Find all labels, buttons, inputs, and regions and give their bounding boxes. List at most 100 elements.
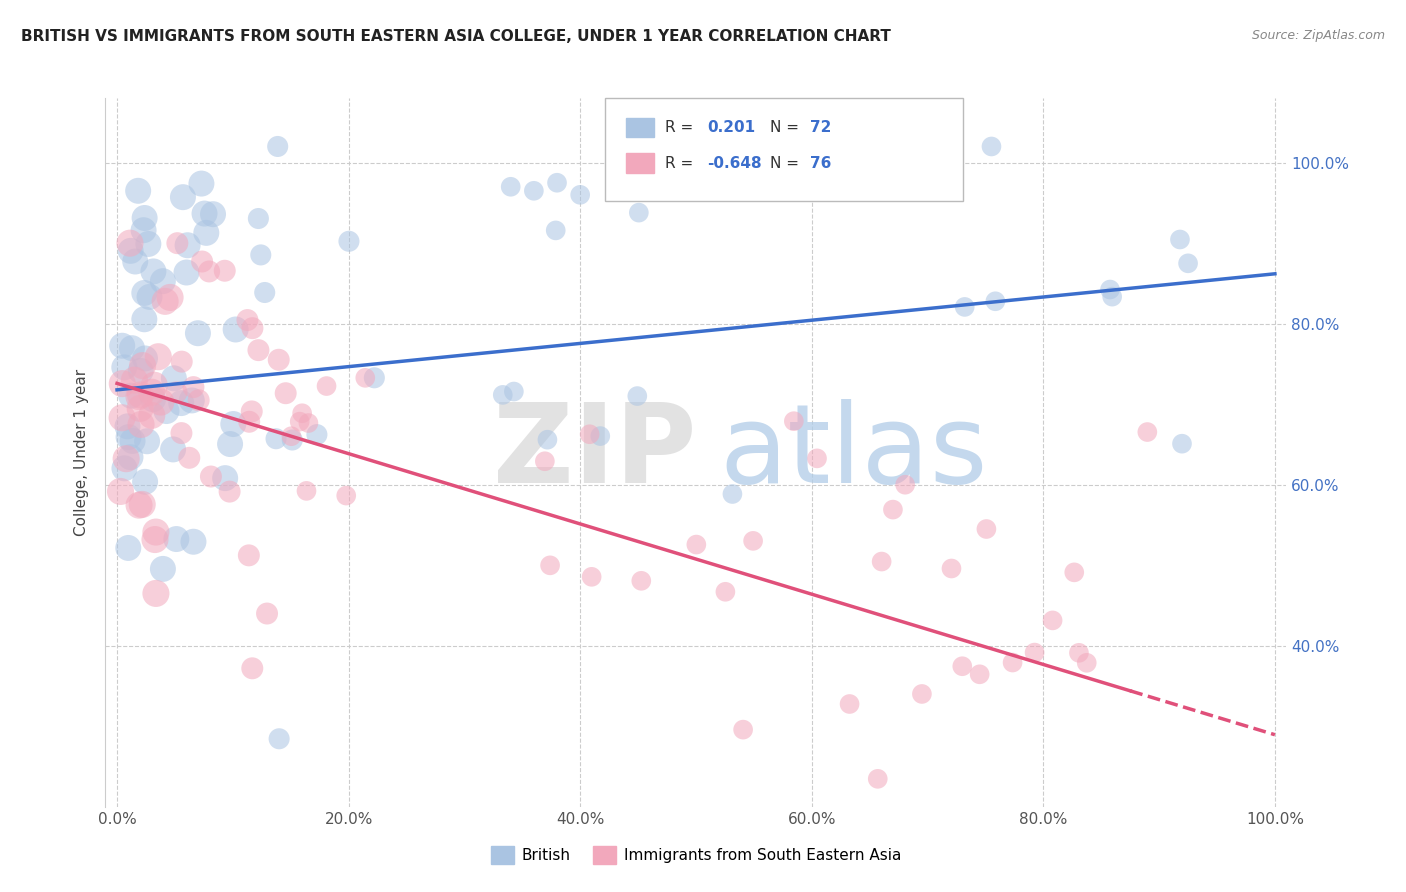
Point: [134, 211, 156, 225]
Point: [305, 427, 328, 442]
Point: [578, 427, 600, 442]
Point: [806, 451, 828, 466]
Point: [499, 179, 522, 194]
Point: [148, 350, 170, 364]
Point: [202, 207, 225, 221]
Point: [630, 574, 652, 588]
Point: [249, 248, 271, 262]
Point: [200, 469, 222, 483]
Text: atlas: atlas: [720, 400, 988, 506]
Point: [538, 558, 561, 573]
Point: [953, 300, 976, 314]
Point: [1177, 256, 1199, 270]
Point: [894, 477, 917, 491]
Point: [120, 244, 142, 258]
Point: [124, 254, 146, 268]
Point: [170, 426, 193, 441]
Point: [183, 380, 205, 394]
Point: [121, 434, 143, 448]
Point: [581, 570, 603, 584]
Point: [589, 429, 612, 443]
Legend: British, Immigrants from South Eastern Asia: British, Immigrants from South Eastern A…: [485, 839, 907, 871]
Point: [492, 388, 515, 402]
Point: [187, 393, 209, 408]
Point: [253, 285, 276, 300]
Point: [131, 359, 153, 373]
Text: BRITISH VS IMMIGRANTS FROM SOUTH EASTERN ASIA COLLEGE, UNDER 1 YEAR CORRELATION : BRITISH VS IMMIGRANTS FROM SOUTH EASTERN…: [21, 29, 891, 44]
Text: 0.201: 0.201: [707, 120, 755, 135]
Point: [335, 489, 357, 503]
Point: [267, 139, 290, 153]
Point: [256, 607, 278, 621]
Point: [721, 487, 744, 501]
Point: [236, 313, 259, 327]
Point: [111, 339, 134, 353]
Point: [935, 139, 957, 153]
Point: [129, 401, 152, 416]
Point: [127, 184, 149, 198]
Point: [627, 205, 650, 219]
Point: [673, 139, 696, 153]
Point: [225, 322, 247, 336]
Point: [315, 379, 337, 393]
Point: [240, 404, 263, 418]
Point: [198, 264, 221, 278]
Point: [626, 389, 648, 403]
Point: [118, 236, 141, 251]
Point: [291, 406, 314, 420]
Point: [214, 264, 236, 278]
Point: [534, 454, 557, 468]
Point: [976, 522, 998, 536]
Point: [142, 392, 165, 407]
Point: [176, 265, 198, 279]
Point: [219, 437, 242, 451]
Point: [111, 410, 134, 425]
Point: [183, 534, 205, 549]
Point: [195, 226, 218, 240]
Text: R =: R =: [665, 156, 699, 170]
Point: [950, 659, 973, 673]
Point: [544, 223, 567, 237]
Point: [134, 312, 156, 326]
Point: [187, 326, 209, 341]
Point: [363, 371, 385, 385]
Point: [882, 502, 904, 516]
Point: [267, 352, 290, 367]
Point: [159, 290, 181, 304]
Point: [124, 373, 146, 387]
Text: N =: N =: [770, 156, 804, 170]
Point: [502, 384, 524, 399]
Point: [685, 538, 707, 552]
Point: [297, 416, 319, 430]
Point: [783, 414, 806, 428]
Point: [117, 430, 139, 444]
Point: [240, 661, 263, 675]
Point: [132, 223, 155, 237]
Point: [191, 254, 214, 268]
Point: [264, 432, 287, 446]
Point: [134, 475, 156, 489]
Point: [145, 586, 167, 600]
Point: [193, 206, 215, 220]
Point: [569, 187, 592, 202]
Point: [870, 555, 893, 569]
Point: [288, 415, 311, 429]
Point: [128, 390, 150, 404]
Point: [980, 139, 1002, 153]
Point: [269, 731, 291, 746]
Point: [281, 433, 304, 447]
Point: [120, 389, 142, 403]
Point: [1042, 614, 1064, 628]
Point: [170, 396, 193, 410]
Point: [138, 290, 160, 304]
Point: [172, 190, 194, 204]
Point: [354, 371, 377, 385]
Point: [1171, 436, 1194, 450]
Point: [1101, 290, 1123, 304]
Point: [112, 360, 135, 375]
Point: [911, 687, 934, 701]
Point: [1067, 646, 1090, 660]
Point: [742, 533, 765, 548]
Point: [128, 498, 150, 512]
Point: [274, 386, 297, 401]
